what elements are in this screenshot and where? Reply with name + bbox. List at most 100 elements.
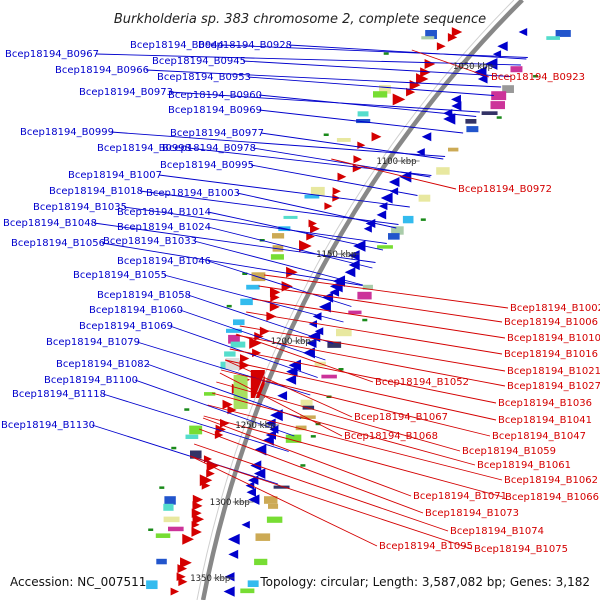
forward-gene-arrow (352, 164, 362, 173)
forward-gene-arrow (451, 27, 463, 37)
gene-label-left: Bcep18194_B1007 (68, 170, 162, 181)
forward-gene-arrow (201, 481, 211, 490)
feature-box (240, 588, 255, 594)
gene-label-left: Bcep18194_B0973 (79, 87, 173, 98)
reverse-gene-arrow (348, 259, 360, 271)
forward-gene-arrow (436, 42, 446, 51)
gene-label-left: Bcep18194_B1024 (117, 222, 211, 233)
reverse-gene-arrow (228, 549, 239, 559)
label-leader-lines (91, 44, 528, 550)
forward-gene-arrow (238, 359, 250, 371)
marker-tick (533, 75, 539, 78)
feature-box (163, 516, 180, 523)
gene-label-left: Bcep18194_B1100 (44, 375, 138, 386)
feature-box (189, 425, 203, 435)
gene-label-left: Bcep18194_B1056 (11, 238, 105, 249)
reverse-gene-arrow (518, 27, 528, 37)
feature-box (268, 503, 279, 509)
reverse-gene-arrow (270, 409, 283, 422)
gene-label-right: Bcep18194_B1047 (492, 431, 586, 442)
reverse-gene-arrow (245, 481, 255, 490)
reverse-gene-arrow (388, 177, 400, 187)
feature-box (224, 351, 236, 357)
leader-line-left (110, 131, 446, 157)
leader-line-left (101, 242, 363, 286)
large-feature-block (233, 375, 248, 409)
reverse-gene-arrow (329, 287, 340, 297)
leader-line-left (158, 174, 410, 208)
marker-tick (338, 368, 344, 371)
feature-box (185, 434, 199, 439)
forward-gene-arrow (240, 354, 250, 363)
forward-gene-arrow (191, 521, 200, 529)
forward-gene-arrow (170, 587, 180, 596)
gene-label-right: Bcep18194_B1067 (354, 412, 448, 423)
feature-box (240, 298, 253, 306)
gene-label-left: Bcep18194_B1118 (12, 389, 106, 400)
gene-label-right: Bcep18194_B1036 (498, 398, 592, 409)
leader-line-left (250, 164, 418, 196)
gene-label-left: Bcep18194_B1035 (33, 202, 127, 213)
feature-box (327, 341, 342, 348)
feature-box (436, 167, 450, 175)
marker-tick (323, 133, 329, 136)
feature-box (254, 558, 268, 566)
reverse-gene-arrow (312, 312, 322, 321)
leader-line-left (123, 206, 387, 244)
leader-line-right (193, 443, 449, 532)
feature-box (490, 101, 506, 110)
marker-tick (159, 486, 165, 489)
leader-line-left (288, 44, 527, 60)
leader-line-left (163, 274, 344, 323)
gene-label-left: Bcep18194_B0960 (168, 90, 262, 101)
marker-tick (496, 116, 502, 119)
gene-label-right: Bcep18194_B1059 (462, 446, 556, 457)
forward-gene-arrow (416, 73, 429, 85)
reverse-gene-arrow (253, 468, 266, 479)
leader-line-left (247, 76, 494, 96)
kbp-tick-label: 1300 kbp (210, 498, 250, 508)
forward-gene-arrow (406, 87, 416, 97)
forward-gene-arrow (178, 577, 188, 587)
gene-label-right: Bcep18194_B1006 (504, 317, 598, 328)
feature-box (448, 147, 459, 152)
kbp-tick-label: 1200 kbp (271, 337, 311, 347)
forward-gene-arrow (424, 58, 436, 69)
gene-label-left: Bcep18194_B1082 (56, 359, 150, 370)
gene-label-left: Bcep18194_B1130 (1, 420, 95, 431)
leader-line-left (236, 192, 397, 229)
leader-line-right (331, 158, 457, 190)
gene-label-left: Bcep18194_B0928 (198, 40, 292, 51)
gene-label-left: Bcep18194_B1079 (46, 337, 140, 348)
leader-line-right (198, 428, 424, 514)
forward-gene-arrow (447, 33, 458, 42)
forward-gene-arrow (222, 399, 233, 410)
feature-box (190, 450, 202, 459)
leader-line-right (225, 359, 353, 418)
reverse-gene-arrow (269, 425, 279, 434)
forward-gene-arrow (259, 326, 270, 336)
leader-line-left (169, 91, 480, 113)
feature-box (230, 341, 246, 348)
marker-tick (148, 528, 154, 531)
gene-label-left: Bcep18194_B0967 (5, 49, 99, 60)
forward-gene-arrow (227, 405, 237, 415)
reverse-gene-arrow (285, 374, 297, 385)
leader-line-left (91, 424, 279, 485)
reverse-gene-arrow (314, 327, 324, 336)
forward-gene-arrow (337, 172, 347, 181)
feature-box (155, 533, 171, 538)
accession-text: Accession: NC_007511 (10, 575, 146, 589)
feature-box (377, 245, 393, 249)
reverse-gene-arrow (227, 533, 240, 545)
gene-label-left: Bcep18194_B1014 (117, 207, 211, 218)
gene-label-right: Bcep18194_B1074 (450, 526, 544, 537)
feature-box (304, 194, 320, 199)
reverse-gene-arrow (286, 366, 298, 378)
forward-gene-arrow (214, 431, 224, 439)
feature-box (310, 186, 325, 196)
forward-gene-arrow (206, 469, 215, 478)
gene-label-left: Bcep18194_B1003 (146, 188, 240, 199)
feature-box (247, 580, 259, 587)
marker-tick (242, 272, 248, 275)
